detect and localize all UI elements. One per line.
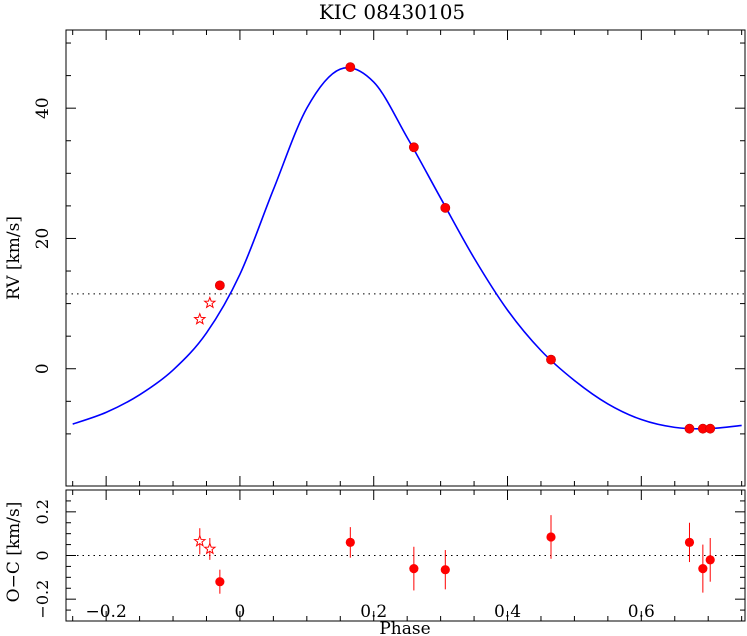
residual-y-axis-label: O−C [km/s] (4, 502, 24, 603)
residual-x-ticks (72, 490, 743, 621)
residual-y-tick-label: −0.2 (33, 580, 52, 619)
rv-model-curve (72, 66, 742, 430)
residual-data-point (684, 537, 695, 548)
rv-star-point (193, 312, 207, 325)
x-tick-label: −0.2 (85, 602, 126, 622)
chart-title: KIC 08430105 (319, 0, 465, 24)
x-tick-label: 0.4 (494, 602, 521, 622)
rv-panel-frame (65, 29, 746, 487)
residual-star-point (203, 542, 217, 555)
residual-data-point (698, 564, 708, 574)
residual-data-point (440, 565, 450, 575)
residual-data-point (546, 532, 556, 542)
residual-star-point (193, 534, 207, 547)
rv-data-point (214, 280, 225, 291)
rv-y-ticks: 0 20 40 (33, 42, 745, 435)
residual-data-point (345, 537, 355, 548)
rv-data-points (193, 62, 716, 434)
x-tick-label: 0.6 (628, 602, 655, 622)
rv-data-point (546, 354, 556, 365)
residual-data-point (215, 577, 225, 587)
rv-y-tick-label: 40 (33, 97, 53, 119)
residual-data-points (193, 515, 715, 594)
rv-data-point (684, 423, 695, 434)
x-tick-label: 0.2 (360, 602, 387, 622)
rv-data-point (345, 62, 356, 73)
rv-data-point (408, 142, 419, 153)
residual-y-ticks: −0.2 0 0.2 (33, 489, 745, 622)
x-tick-labels: −0.2 0 0.2 0.4 0.6 (85, 602, 654, 622)
residual-panel: −0.2 0 0.2 O−C [km/s] (4, 489, 746, 622)
rv-data-point (705, 423, 716, 434)
residual-data-point (409, 564, 419, 574)
rv-y-axis-label: RV [km/s] (4, 216, 24, 300)
x-axis-label: Phase (379, 619, 430, 636)
rv-y-tick-label: 20 (33, 228, 53, 250)
rv-y-tick-label: 0 (33, 363, 53, 374)
x-tick-label: 0 (235, 602, 246, 622)
residual-data-point (705, 555, 715, 565)
residual-y-tick-label: 0 (33, 550, 52, 560)
rv-x-ticks (72, 30, 743, 486)
rv-star-point (203, 296, 217, 309)
residual-y-tick-label: 0.2 (33, 499, 52, 524)
rv-panel: 0 20 40 RV [km/s] (4, 29, 746, 487)
rv-data-point (440, 202, 451, 213)
